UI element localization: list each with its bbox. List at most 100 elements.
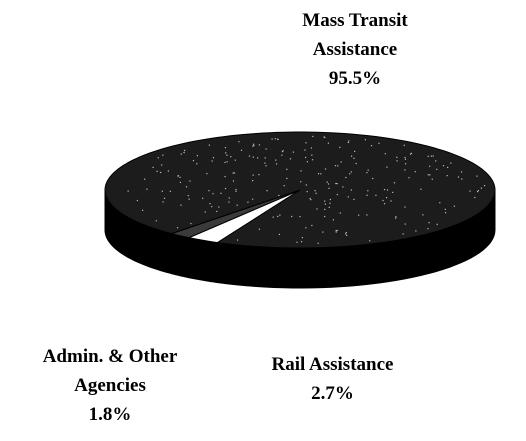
- speckle: [292, 151, 294, 153]
- speckle: [211, 160, 213, 162]
- speckle: [461, 178, 463, 180]
- speckle: [367, 169, 369, 171]
- speckle: [429, 165, 431, 167]
- speckle: [408, 177, 410, 179]
- speckle: [324, 203, 326, 205]
- speckle: [304, 149, 306, 151]
- speckle: [252, 143, 255, 145]
- speckle: [167, 170, 170, 172]
- slice: [187, 189, 301, 244]
- speckle: [404, 158, 407, 160]
- speckle: [252, 156, 254, 158]
- texture: [127, 135, 486, 244]
- value-label: 95.5%: [328, 68, 382, 89]
- speckle: [277, 138, 279, 140]
- speckle: [447, 166, 449, 169]
- speckle: [354, 150, 356, 152]
- speckle: [427, 174, 429, 176]
- speckle: [180, 153, 182, 155]
- speckle: [155, 220, 157, 222]
- speckle: [299, 216, 301, 218]
- speckle: [324, 215, 326, 218]
- speckle: [188, 198, 190, 200]
- speckle: [386, 197, 388, 199]
- speckle: [163, 197, 166, 199]
- speckle: [395, 217, 397, 219]
- speckle: [350, 189, 352, 191]
- speckle: [311, 159, 314, 161]
- speckle: [240, 149, 243, 151]
- speckle: [320, 173, 322, 175]
- speckle: [315, 192, 317, 194]
- speckle: [271, 138, 273, 140]
- speckle: [334, 165, 337, 167]
- speckle: [476, 175, 478, 177]
- speckle: [312, 135, 314, 138]
- slice: [104, 131, 496, 249]
- speckle: [327, 142, 329, 144]
- speckle: [353, 198, 355, 200]
- speckle: [202, 197, 204, 199]
- speckle: [366, 194, 368, 196]
- speckle: [212, 193, 214, 195]
- speckle: [436, 168, 438, 170]
- speckle: [469, 190, 471, 192]
- speckle: [281, 150, 284, 153]
- speckle: [345, 176, 347, 179]
- speckle: [340, 161, 342, 163]
- speckle: [216, 210, 218, 213]
- speckle: [236, 204, 238, 206]
- speckle: [326, 181, 328, 183]
- speckle: [279, 214, 281, 216]
- speckle: [161, 190, 163, 192]
- speckle: [383, 203, 386, 205]
- speckle: [339, 146, 341, 148]
- speckle: [480, 187, 482, 189]
- speckle: [296, 241, 298, 243]
- speckle: [450, 162, 452, 164]
- speckle: [409, 153, 412, 155]
- speckle: [369, 240, 371, 242]
- speckle: [208, 190, 210, 192]
- category-label: Admin. & Other Agencies: [42, 346, 178, 396]
- speckle: [144, 178, 146, 180]
- speckle: [336, 193, 338, 196]
- speckle: [156, 170, 158, 172]
- category-label: Rail Assistance: [271, 354, 394, 375]
- speckle: [396, 156, 398, 158]
- speckle: [252, 145, 254, 147]
- speckle: [162, 154, 164, 156]
- speckle: [404, 169, 406, 171]
- speckle: [275, 163, 278, 165]
- speckle: [457, 176, 460, 178]
- speckle: [375, 194, 377, 196]
- speckle: [366, 214, 368, 216]
- speckle: [311, 154, 313, 156]
- speckle: [384, 153, 386, 155]
- speckle: [305, 184, 307, 186]
- category-label: Mass Transit Assistance: [302, 10, 408, 60]
- slice-side: [188, 237, 219, 284]
- speckle: [477, 190, 479, 192]
- slice-label: Mass Transit Assistance 95.5%: [270, 6, 440, 93]
- speckle: [189, 180, 191, 182]
- speckle: [258, 228, 261, 230]
- speckle: [336, 229, 338, 232]
- speckle: [204, 211, 206, 213]
- speckle: [305, 227, 307, 229]
- speckle: [435, 160, 437, 162]
- speckle: [386, 189, 389, 191]
- speckle: [355, 162, 357, 165]
- speckle: [314, 190, 316, 192]
- speckle: [252, 174, 254, 176]
- speckle: [236, 239, 239, 241]
- speckle: [233, 172, 236, 174]
- speckle: [345, 233, 347, 235]
- value-label: 2.7%: [311, 383, 354, 404]
- speckle: [305, 156, 307, 159]
- speckle: [179, 176, 181, 179]
- speckle: [274, 138, 276, 140]
- speckle: [414, 171, 416, 173]
- speckle: [232, 172, 234, 174]
